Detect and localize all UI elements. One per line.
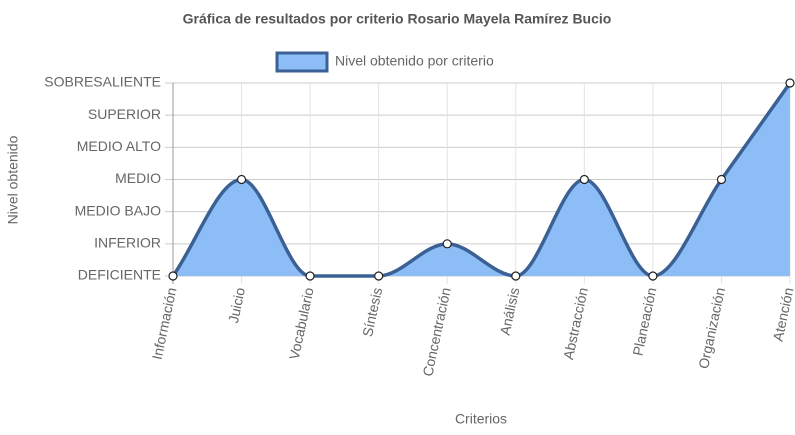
point — [374, 271, 384, 281]
point — [648, 271, 658, 281]
y-tick-label: MEDIO — [115, 170, 161, 186]
y-tick-label: DEFICIENTE — [78, 267, 161, 283]
x-tick-label: Planeación — [629, 286, 659, 357]
x-tick-label: Juicio — [225, 286, 248, 325]
x-tick-label: Síntesis — [359, 286, 385, 338]
x-axis-title: Criterios — [455, 411, 507, 427]
legend-swatch — [275, 51, 329, 73]
y-tick-label: MEDIO ALTO — [77, 138, 161, 154]
point — [305, 271, 315, 281]
chart-title: Gráfica de resultados por criterio Rosar… — [183, 11, 612, 27]
x-tick-label: Vocabulario — [286, 286, 317, 361]
y-tick-label: SUPERIOR — [88, 106, 161, 122]
point — [716, 174, 727, 185]
x-tick-label: Información — [149, 286, 180, 361]
x-tick-label: Concentración — [419, 286, 453, 378]
point — [579, 174, 589, 185]
y-tick-label: INFERIOR — [94, 235, 161, 251]
x-tick-label: Atención — [770, 286, 795, 343]
point — [511, 271, 521, 281]
point — [168, 271, 178, 281]
point — [785, 78, 795, 88]
y-tick-label: MEDIO BAJO — [75, 202, 161, 218]
y-tick-label: SOBRESALIENTE — [44, 74, 161, 90]
area — [173, 83, 790, 276]
legend-label: Nivel obtenido por criterio — [335, 53, 494, 69]
line — [171, 81, 792, 278]
point — [236, 174, 247, 185]
point — [442, 239, 452, 249]
y-axis-title: Nivel obtenido — [5, 135, 21, 224]
x-tick-label: Organización — [695, 286, 728, 370]
x-tick-label: Análisis — [497, 286, 523, 337]
x-tick-label: Abstracción — [560, 286, 591, 361]
